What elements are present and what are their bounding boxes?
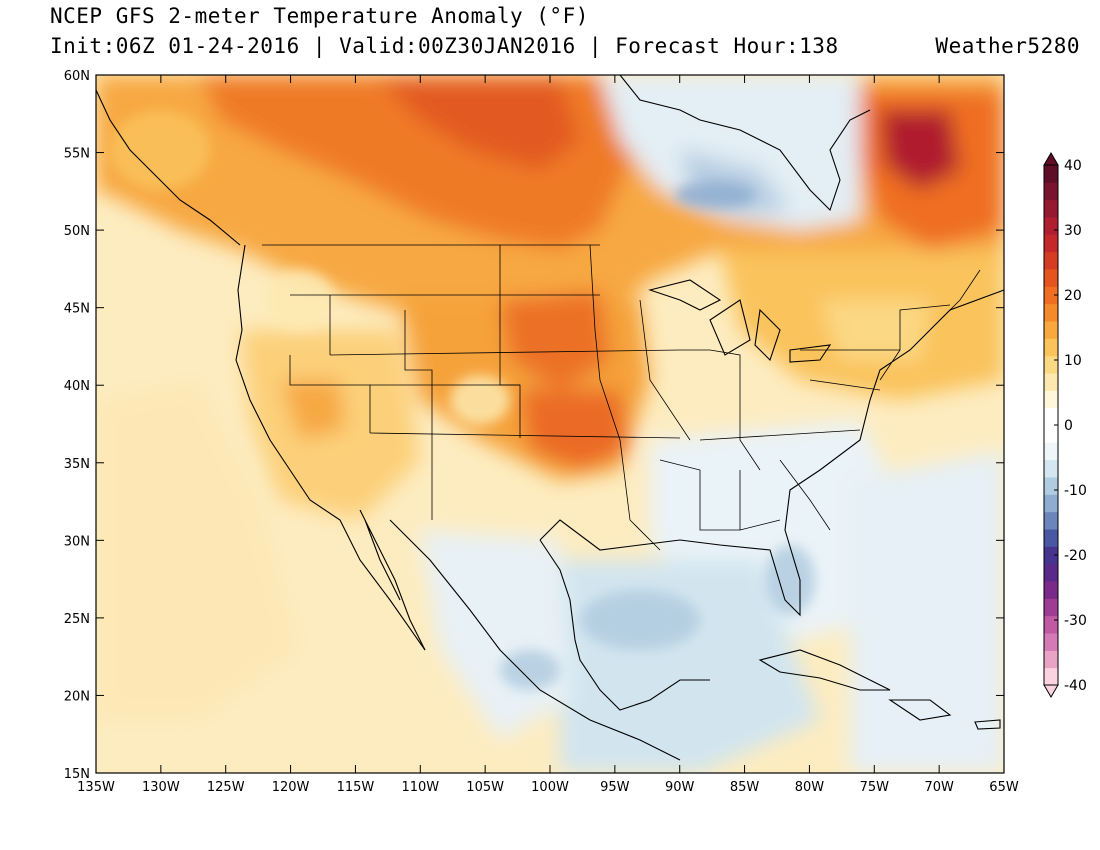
- lon-tick-label: 105W: [466, 780, 504, 795]
- colorbar-label: -30: [1064, 613, 1087, 629]
- lon-tick-label: 135W: [77, 780, 115, 795]
- longitude-axis: 135W 130W 125W 120W 115W 110W 105W 100W 95W 90W 85…: [77, 75, 1019, 795]
- lat-tick-label: 20N: [64, 689, 90, 704]
- colorbar-swatch: [1044, 633, 1058, 651]
- colorbar-swatch: [1044, 407, 1058, 426]
- lon-tick-label: 80W: [795, 780, 825, 795]
- colorbar-min-arrow: [1043, 684, 1059, 698]
- colorbar-swatch: [1044, 442, 1058, 461]
- colorbar-swatch: [1044, 303, 1058, 322]
- lon-tick-label: 100W: [531, 780, 569, 795]
- colorbar-label: -10: [1064, 483, 1087, 499]
- colorbar-swatch: [1044, 529, 1058, 547]
- colorbar-swatch: [1044, 563, 1058, 582]
- colorbar-swatch: [1044, 598, 1058, 617]
- lon-tick-label: 70W: [924, 780, 954, 795]
- colorbar-swatch: [1044, 182, 1058, 201]
- lon-tick-label: 75W: [860, 780, 890, 795]
- colorbar-swatch: [1044, 269, 1058, 287]
- colorbar-swatch: [1044, 459, 1058, 478]
- lon-tick-label: 90W: [665, 780, 695, 795]
- lat-tick-label: 30N: [64, 534, 90, 549]
- colorbar-label: 40: [1064, 158, 1082, 174]
- colorbar-max-arrow: [1043, 152, 1059, 166]
- lat-tick-label: 35N: [64, 457, 90, 472]
- colorbar-label: 10: [1064, 353, 1082, 369]
- colorbar-swatch: [1044, 217, 1058, 235]
- lat-tick-label: 15N: [64, 767, 90, 782]
- coastlines: [95, 74, 1005, 761]
- colorbar-swatch: [1044, 615, 1058, 634]
- lon-tick-label: 125W: [207, 780, 245, 795]
- colorbar-label: 30: [1064, 223, 1082, 239]
- colorbar-swatch: [1044, 494, 1058, 513]
- lat-tick-label: 25N: [64, 612, 90, 627]
- lon-tick-label: 85W: [730, 780, 760, 795]
- colorbar-swatch: [1044, 321, 1058, 339]
- colorbar-swatch: [1044, 234, 1058, 253]
- latitude-axis: 15N 20N 25N 30N 35N 40N 45N 50N 55N 60N: [64, 69, 1004, 782]
- colorbar-label: -40: [1064, 678, 1087, 694]
- lon-tick-label: 95W: [600, 780, 630, 795]
- colorbar-swatch: [1044, 477, 1058, 495]
- credit-label: Weather5280: [935, 34, 1080, 58]
- map-subtitle: Init:06Z 01-24-2016 | Valid:00Z30JAN2016…: [50, 34, 839, 58]
- colorbar-swatch: [1044, 338, 1058, 357]
- colorbar-swatch: [1044, 581, 1058, 599]
- colorbar-label: 20: [1064, 288, 1082, 304]
- lon-tick-label: 65W: [989, 780, 1019, 795]
- colorbar-swatch: [1044, 286, 1058, 305]
- colorbar-label: -20: [1064, 548, 1087, 564]
- colorbar-swatch: [1044, 546, 1058, 565]
- lat-tick-label: 55N: [64, 147, 90, 162]
- lon-tick-label: 120W: [272, 780, 310, 795]
- lat-tick-label: 40N: [64, 379, 90, 394]
- lat-tick-label: 60N: [64, 69, 90, 84]
- map-title: NCEP GFS 2-meter Temperature Anomaly (°F…: [50, 4, 589, 28]
- lon-tick-label: 115W: [337, 780, 375, 795]
- colorbar-swatch: [1044, 650, 1058, 669]
- lon-tick-label: 130W: [142, 780, 180, 795]
- colorbar-swatch: [1044, 251, 1058, 270]
- colorbar: 40 30 20 10 0 -10 -20 -30 -40: [1043, 152, 1087, 698]
- anomaly-field: [96, 75, 1004, 773]
- colorbar-swatch: [1044, 355, 1058, 374]
- lat-tick-label: 50N: [64, 224, 90, 239]
- colorbar-swatch: [1044, 511, 1058, 530]
- colorbar-swatch: [1044, 667, 1058, 686]
- colorbar-swatch: [1044, 165, 1058, 183]
- colorbar-swatch: [1044, 390, 1058, 409]
- colorbar-label: 0: [1064, 418, 1073, 434]
- lon-tick-label: 110W: [401, 780, 439, 795]
- lat-tick-label: 45N: [64, 302, 90, 317]
- state-borders: [262, 244, 981, 551]
- colorbar-swatch: [1044, 199, 1058, 218]
- colorbar-swatch: [1044, 425, 1058, 443]
- colorbar-swatch: [1044, 373, 1058, 391]
